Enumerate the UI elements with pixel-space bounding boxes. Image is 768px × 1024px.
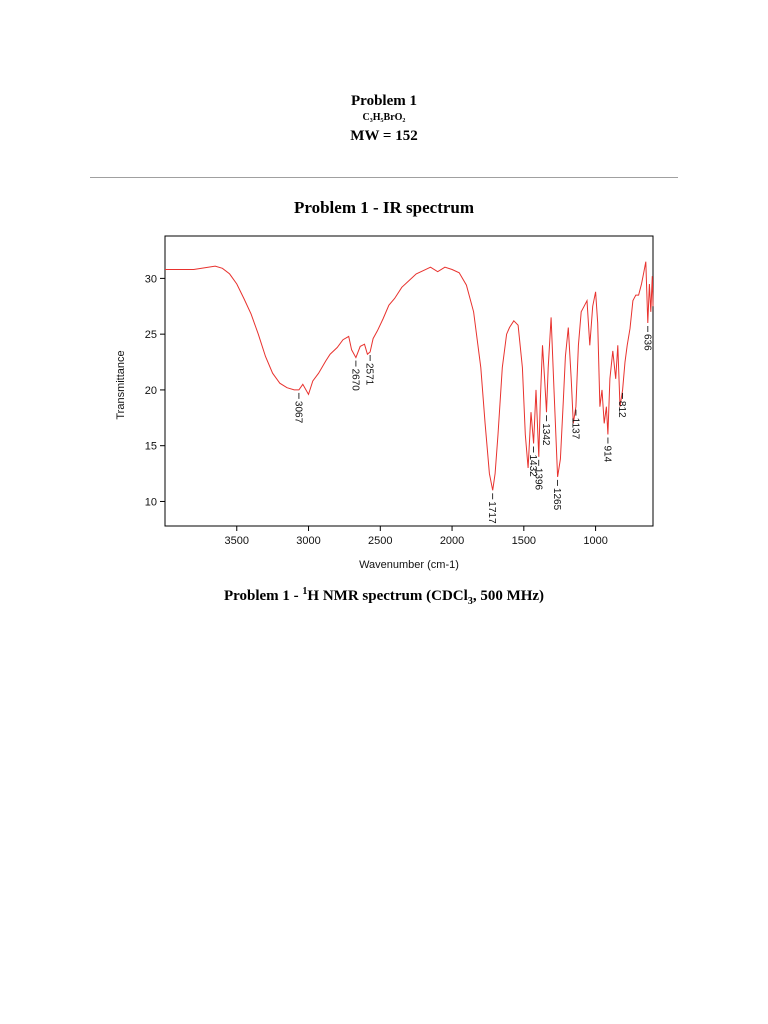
peak-label-3067: 3067 bbox=[292, 392, 303, 424]
peak-value: 1396 bbox=[532, 468, 543, 491]
peak-value: 1342 bbox=[540, 423, 551, 446]
peak-value: 2571 bbox=[364, 363, 375, 386]
molecular-formula: C₃H₅BrO₂ bbox=[362, 112, 406, 123]
problem-title: Problem 1 bbox=[351, 93, 417, 109]
x-tick-label: 2500 bbox=[368, 535, 392, 547]
peak-value: 636 bbox=[641, 334, 652, 351]
y-tick-label: 25 bbox=[145, 329, 157, 341]
peak-label-1342: 1342 bbox=[540, 415, 551, 446]
peak-label-812: 812 bbox=[616, 392, 627, 418]
peak-label-1396: 1396 bbox=[532, 459, 543, 491]
peak-value: 1432 bbox=[527, 454, 538, 477]
peak-value: 812 bbox=[616, 401, 627, 418]
nmr-title-prefix: Problem 1 - bbox=[223, 588, 303, 604]
peak-value: 2670 bbox=[349, 369, 360, 392]
x-tick-label: 3000 bbox=[296, 535, 320, 547]
problem-header: Problem 1 C₃H₅BrO₂ MW = 152 bbox=[0, 92, 768, 146]
y-tick-label: 30 bbox=[145, 273, 157, 285]
nmr-title-isotope: 1 bbox=[302, 586, 308, 597]
peak-value: 1137 bbox=[569, 418, 580, 440]
peak-label-636: 636 bbox=[641, 326, 652, 351]
nmr-title-subscript: 3 bbox=[467, 596, 473, 607]
x-tick-label: 1000 bbox=[583, 535, 607, 547]
y-axis: 10 15 20 25 30 bbox=[145, 273, 165, 508]
peak-value: 914 bbox=[601, 446, 612, 463]
x-tick-label: 2000 bbox=[440, 535, 464, 547]
x-tick-label: 1500 bbox=[512, 535, 536, 547]
nmr-title-suffix: , 500 MHz) bbox=[472, 588, 545, 604]
peak-value: 1717 bbox=[486, 501, 497, 524]
y-tick-label: 10 bbox=[145, 496, 157, 508]
plot-frame bbox=[164, 235, 654, 527]
ir-spectrum-chart: 10 15 20 25 30 3500 3000 2500 2000 1500 1000 3067… bbox=[115, 235, 654, 571]
peak-label-2571: 2571 bbox=[364, 355, 375, 386]
y-tick-label: 15 bbox=[145, 441, 157, 453]
x-tick-label: 3500 bbox=[225, 535, 249, 547]
spectrum-line bbox=[165, 261, 654, 491]
ir-chart-title: Problem 1 - IR spectrum bbox=[293, 198, 475, 217]
peak-label-1717: 1717 bbox=[486, 493, 497, 524]
peak-label-2670: 2670 bbox=[349, 360, 360, 392]
nmr-title-middle: H NMR spectrum (CDCl bbox=[307, 588, 468, 604]
nmr-spectrum-title: Problem 1 - 1H NMR spectrum (CDCl3, 500 … bbox=[0, 586, 768, 607]
peak-label-914: 914 bbox=[601, 437, 612, 463]
peak-value: 3067 bbox=[292, 401, 303, 424]
peak-label-1137: 1137 bbox=[569, 409, 580, 440]
y-axis-label: Transmittance bbox=[115, 350, 127, 419]
divider-line bbox=[90, 177, 678, 178]
x-axis-label: Wavenumber (cm-1) bbox=[359, 559, 459, 571]
peak-label-1265: 1265 bbox=[551, 479, 562, 511]
peak-value: 1265 bbox=[551, 488, 562, 511]
x-axis: 3500 3000 2500 2000 1500 1000 bbox=[225, 526, 608, 547]
molecular-weight: MW = 152 bbox=[350, 128, 418, 144]
peak-label-1432: 1432 bbox=[527, 446, 538, 477]
y-tick-label: 20 bbox=[145, 385, 157, 397]
